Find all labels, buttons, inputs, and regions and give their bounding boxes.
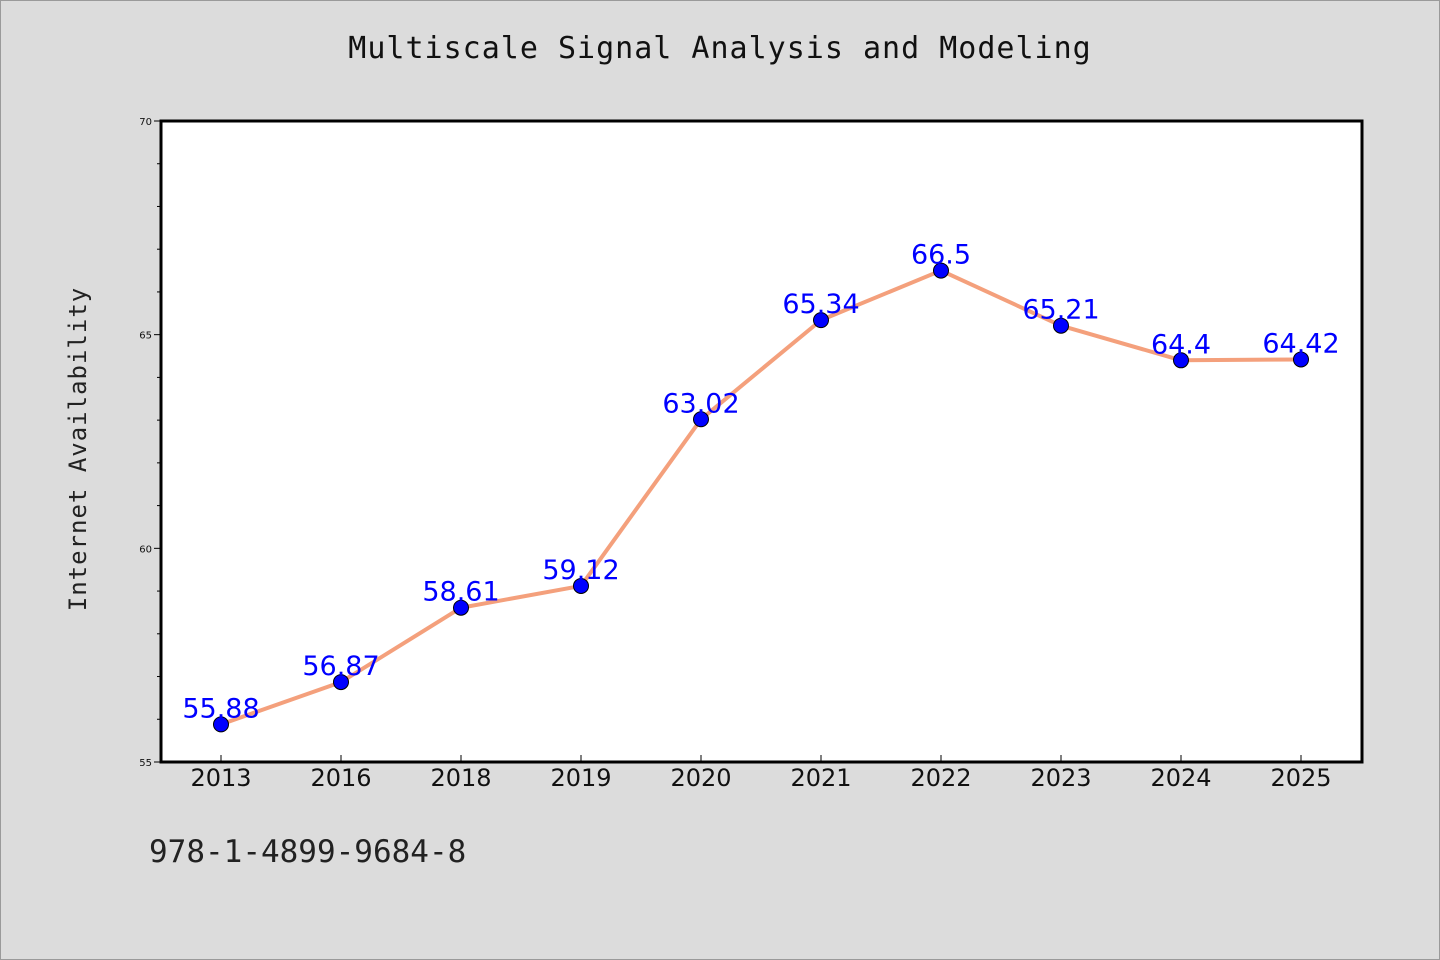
data-point [693,411,709,428]
data-label: 66.5 [911,240,971,271]
x-tick-label: 2018 [430,764,491,792]
data-point [813,312,829,329]
data-label: 64.42 [1262,328,1339,359]
x-axis-ticks: 2013 2016 2018 2019 2020 2021 2022 2023 2024 2025 [190,755,1332,792]
x-tick-label: 2023 [1030,764,1091,792]
data-point [933,262,949,279]
data-point [1173,352,1189,369]
isbn-footnote: 978-1-4899-9684-8 [149,834,467,870]
y-tick-label: 65 [139,331,152,342]
data-point [213,716,229,733]
chart-title: Multiscale Signal Analysis and Modeling [348,31,1092,66]
x-tick-label: 2025 [1270,764,1331,792]
y-axis-ticks: 55 60 65 70 [139,117,161,769]
x-tick-label: 2016 [310,764,371,792]
data-point [333,674,349,691]
x-tick-label: 2020 [670,764,731,792]
plot-area [159,119,1364,764]
x-tick-label: 2021 [790,764,851,792]
data-label: 64.4 [1151,329,1211,360]
x-tick-label: 2019 [550,764,611,792]
data-label: 65.34 [782,289,859,320]
series-markers [213,262,1309,733]
data-point [1053,317,1069,334]
data-label: 55.88 [182,693,259,724]
y-tick-label: 55 [139,758,152,769]
series-line [219,268,1303,727]
x-tick-label: 2022 [910,764,971,792]
data-point [453,599,469,616]
data-label: 58.61 [422,577,499,608]
y-tick-label: 70 [139,117,152,128]
data-label: 65.21 [1022,295,1099,326]
y-tick-label: 60 [139,544,152,555]
x-tick-label: 2013 [190,764,251,792]
data-label: 56.87 [302,651,379,682]
data-labels: 55.88 56.87 58.61 59.12 63.02 65.34 66.5 65.21 6… [182,240,1339,725]
data-label: 63.02 [662,388,739,419]
x-tick-label: 2024 [1150,764,1211,792]
data-label: 59.12 [542,555,619,586]
data-point [1293,351,1309,368]
data-point [573,577,589,594]
